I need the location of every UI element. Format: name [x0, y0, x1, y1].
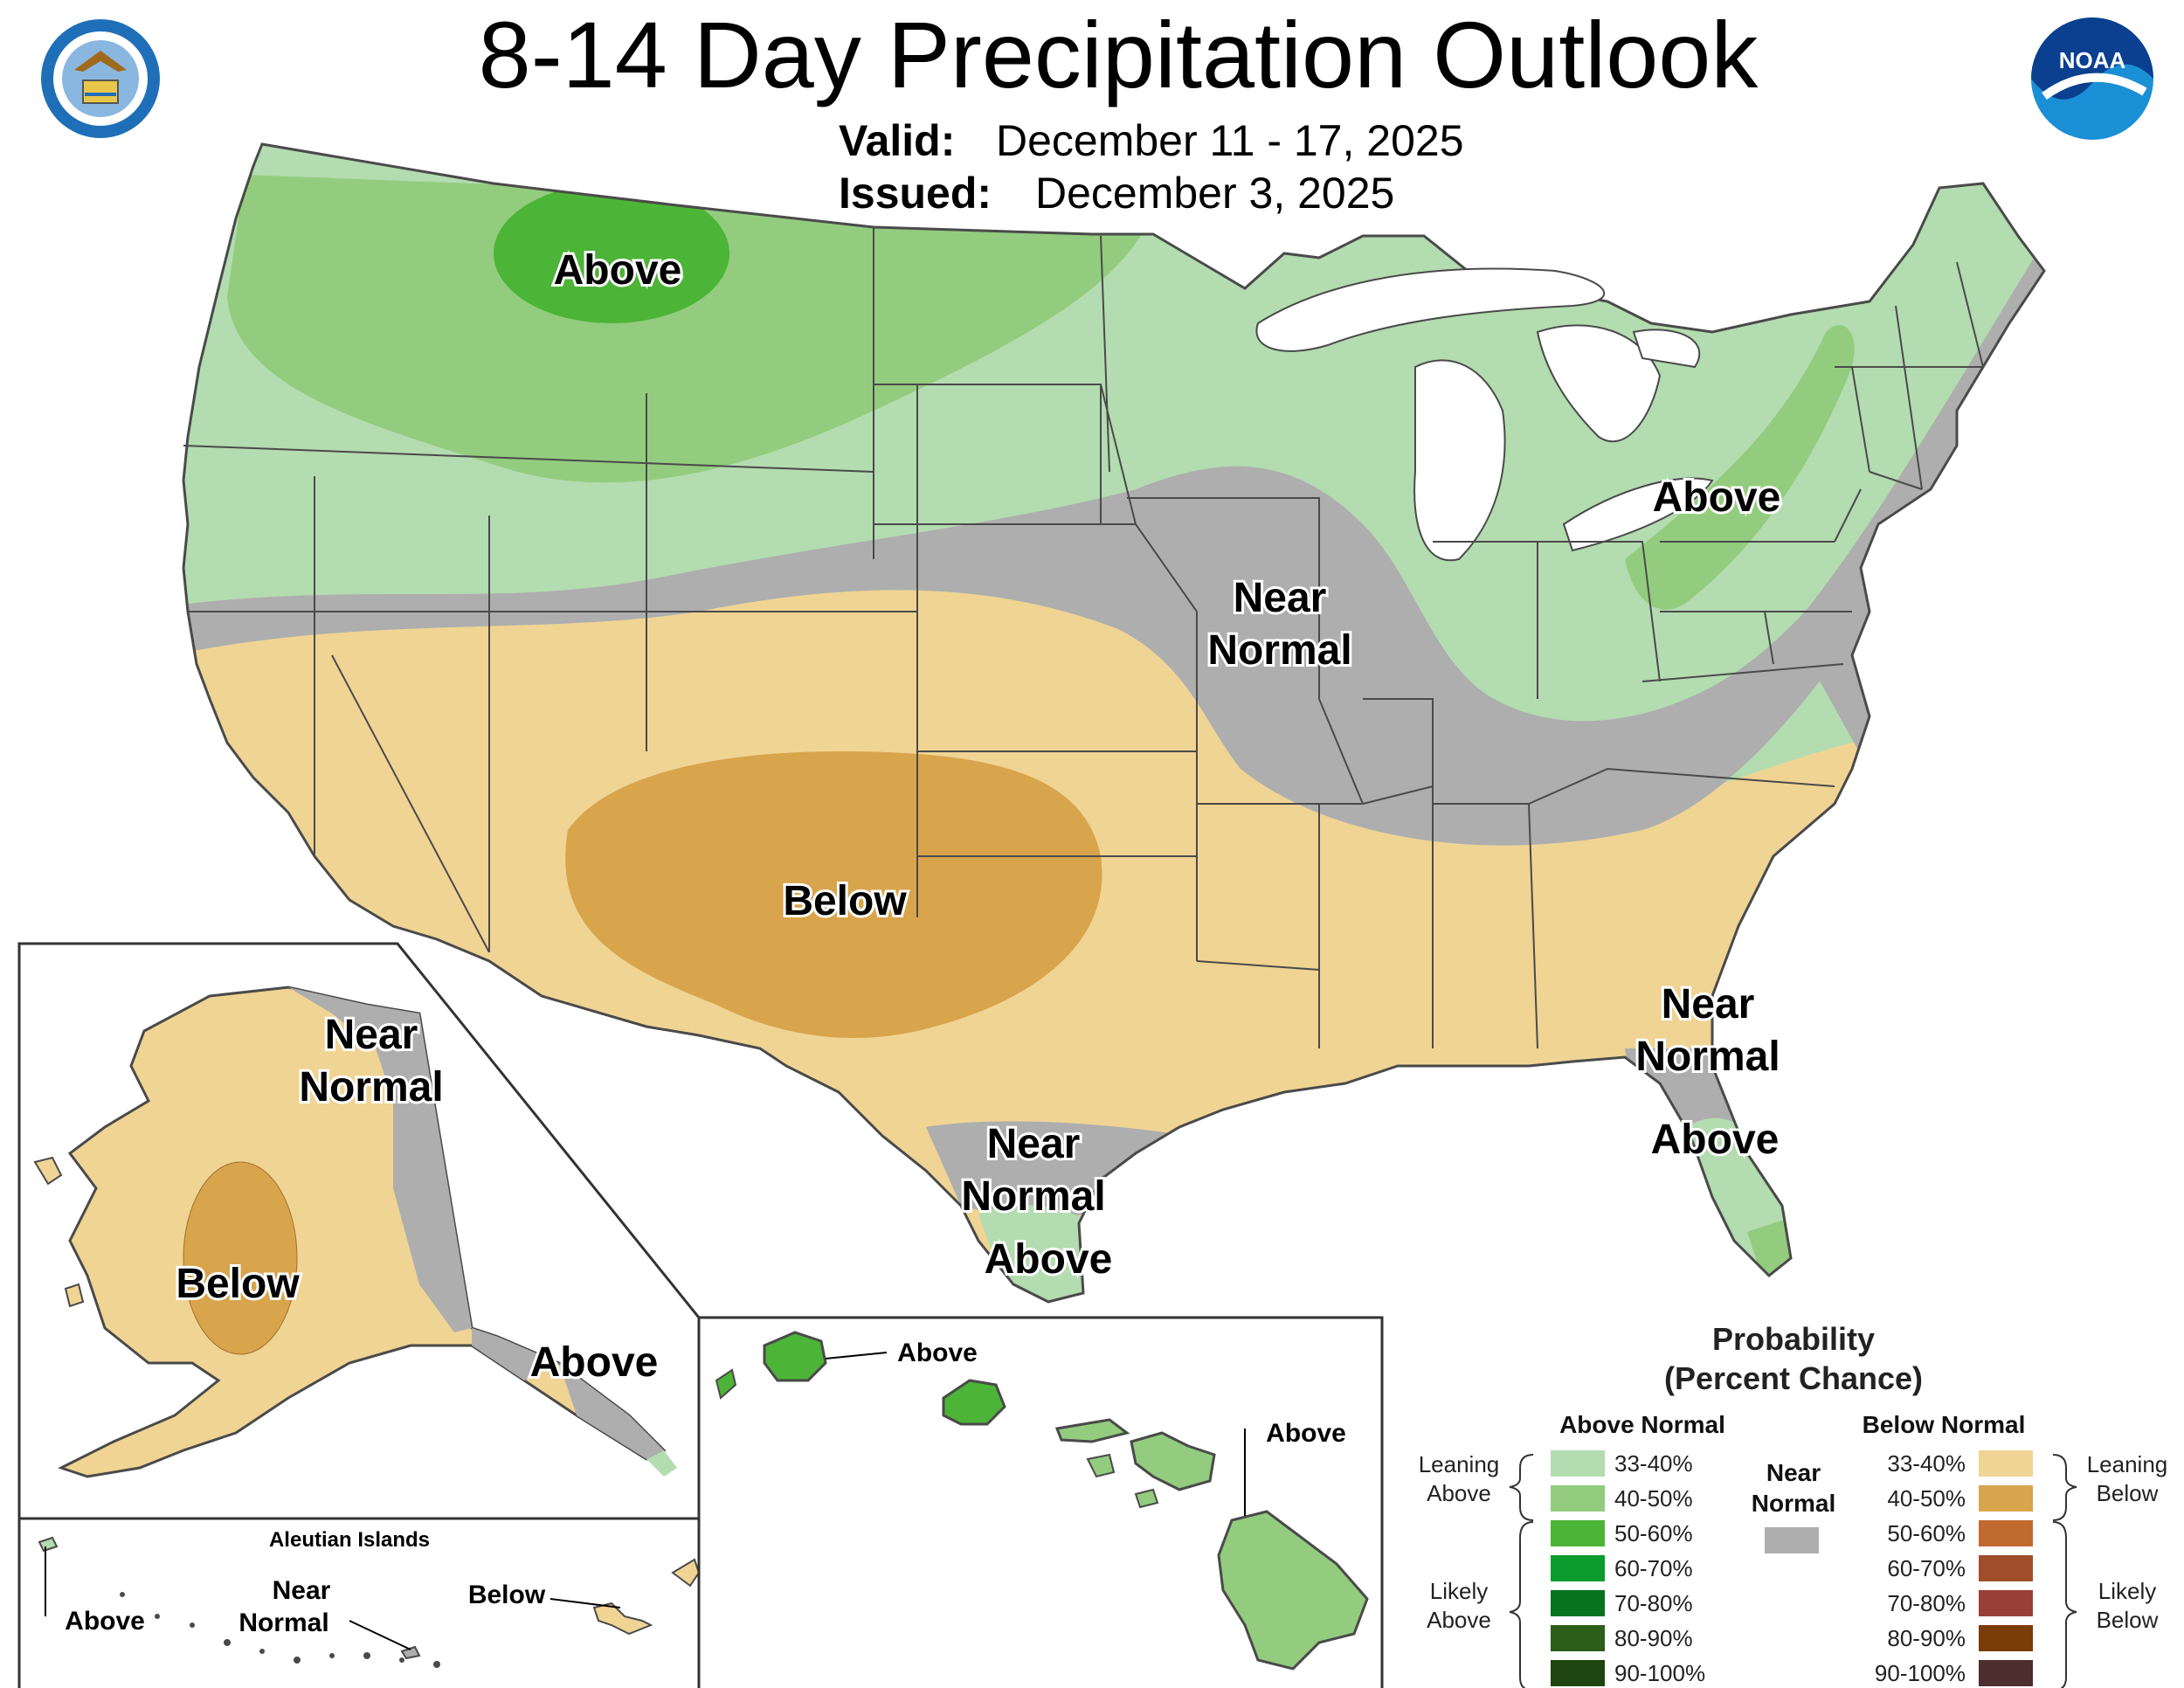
legend-range-below-2: 40-50% [1887, 1485, 1966, 1512]
alaska-near-normal [288, 987, 472, 1332]
legend-leaning-above-2: Above [1427, 1480, 1491, 1506]
legend-swatch-above-4 [1551, 1555, 1605, 1581]
legend-range-above-2: 40-50% [1614, 1485, 1693, 1512]
label-near-texas-1: Near [987, 1121, 1081, 1167]
above-40-50-northeast [1625, 325, 1855, 610]
label-near-southeast-1: Near [1662, 981, 1755, 1027]
legend-swatch-above-2 [1551, 1485, 1605, 1512]
molokai [1054, 1418, 1130, 1443]
legend-range-below-5: 70-80% [1887, 1590, 1966, 1616]
label-alaska-near-1: Near [325, 1012, 418, 1058]
legend-range-below-1: 33-40% [1887, 1450, 1966, 1477]
label-near-southeast-2: Normal [1635, 1034, 1780, 1080]
noaa-logo-icon: NOAA [2031, 17, 2153, 140]
alaska-below-40-50 [183, 1161, 298, 1355]
legend-above-header: Above Normal [1559, 1411, 1725, 1438]
below-40-50-southwest [565, 751, 1102, 1039]
legend-swatch-below-2 [1979, 1485, 2033, 1512]
legend-leaning-below-2: Below [2097, 1480, 2159, 1506]
legend-leaning-below-1: Leaning [2087, 1451, 2168, 1477]
state-boundaries [183, 227, 1984, 1049]
legend-likely-below-2: Below [2097, 1607, 2159, 1633]
legend-leaning-above-1: Leaning [1419, 1451, 1500, 1477]
legend-swatch-below-4 [1979, 1555, 2033, 1581]
legend-range-above-4: 60-70% [1614, 1555, 1693, 1581]
legend-swatch-above-5 [1551, 1590, 1605, 1616]
legend-title-1: Probability [1712, 1321, 1875, 1357]
label-below-southwest: Below [783, 878, 907, 924]
conus-outline [182, 142, 2046, 1304]
legend-swatch-above-7 [1551, 1660, 1605, 1686]
alaska-panhandle [559, 1363, 664, 1459]
legend-swatch-near-normal [1765, 1527, 1819, 1553]
label-hawaii-above-big-island: Above [1266, 1419, 1346, 1448]
legend-swatch-above-1 [1551, 1450, 1605, 1477]
label-above-texas: Above [985, 1236, 1113, 1283]
above-50-60-montana [494, 183, 729, 323]
great-lakes [1255, 267, 1714, 562]
legend-likely-above-1: Likely [1430, 1578, 1488, 1604]
label-aleutian-near-1: Near [273, 1576, 331, 1605]
label-aleutian-below: Below [468, 1581, 546, 1609]
legend-swatch-below-5 [1979, 1590, 2033, 1616]
label-above-northeast: Above [1653, 474, 1781, 521]
legend-near-header-2: Normal [1752, 1490, 1835, 1517]
label-near-texas-2: Normal [961, 1173, 1105, 1220]
hawaii-inset [697, 1316, 1384, 1688]
niihau [715, 1368, 737, 1400]
label-aleutian-above: Above [65, 1607, 145, 1636]
legend-range-above-3: 50-60% [1614, 1520, 1693, 1546]
valid-dates: December 11 - 17, 2025 [996, 116, 1464, 165]
lanai [1086, 1453, 1116, 1478]
issued-label: Issued: [839, 169, 992, 218]
label-alaska-below: Below [176, 1261, 300, 1307]
legend-swatch-below-6 [1979, 1625, 2033, 1651]
legend-swatch-above-3 [1551, 1520, 1605, 1546]
above-40-50-northwest [227, 175, 1153, 483]
label-near-central-2: Normal [1207, 627, 1351, 674]
legend-near-header-1: Near [1766, 1459, 1821, 1486]
legend: Probability (Percent Chance) Above Norma… [1419, 1321, 2168, 1688]
legend-range-above-6: 80-90% [1614, 1625, 1693, 1651]
label-alaska-near-2: Normal [299, 1064, 443, 1110]
legend-range-below-7: 90-100% [1875, 1660, 1966, 1686]
issued-date: December 3, 2025 [1035, 169, 1394, 218]
legend-likely-above-2: Above [1427, 1607, 1491, 1633]
legend-swatch-below-3 [1979, 1520, 2033, 1546]
label-alaska-above: Above [530, 1339, 659, 1386]
legend-range-above-7: 90-100% [1614, 1660, 1705, 1686]
legend-range-below-4: 60-70% [1887, 1555, 1966, 1581]
label-aleutian-near-2: Normal [238, 1608, 328, 1637]
label-above-florida: Above [1651, 1117, 1780, 1163]
kauai [763, 1331, 827, 1382]
svg-text:NOAA: NOAA [2059, 47, 2126, 73]
legend-range-below-3: 50-60% [1887, 1520, 1966, 1546]
label-near-central-1: Near [1234, 575, 1327, 621]
legend-range-below-6: 80-90% [1887, 1625, 1966, 1651]
commerce-seal-icon [41, 19, 160, 138]
label-above-northwest: Above [554, 247, 682, 294]
legend-swatch-below-1 [1979, 1450, 2033, 1477]
legend-range-above-5: 70-80% [1614, 1590, 1693, 1616]
near-normal-band [183, 454, 1922, 846]
big-island [1217, 1510, 1369, 1671]
conus-outlook [183, 144, 2044, 1302]
kahoolawe [1134, 1488, 1159, 1509]
aleutian-inset [17, 1517, 701, 1688]
legend-swatch-above-6 [1551, 1625, 1605, 1651]
aleutian-title: Aleutian Islands [269, 1528, 430, 1552]
map-title: 8-14 Day Precipitation Outlook [479, 2, 1759, 107]
legend-title-2: (Percent Chance) [1664, 1360, 1923, 1396]
legend-likely-below-1: Likely [2098, 1578, 2156, 1604]
legend-swatch-below-7 [1979, 1660, 2033, 1686]
alaska-inset [17, 942, 701, 1520]
legend-range-above-1: 33-40% [1614, 1450, 1693, 1477]
maui [1130, 1431, 1216, 1491]
label-hawaii-above-kauai: Above [897, 1339, 978, 1367]
oahu [942, 1379, 1006, 1426]
valid-label: Valid: [839, 116, 955, 165]
legend-below-header: Below Normal [1863, 1411, 2026, 1438]
